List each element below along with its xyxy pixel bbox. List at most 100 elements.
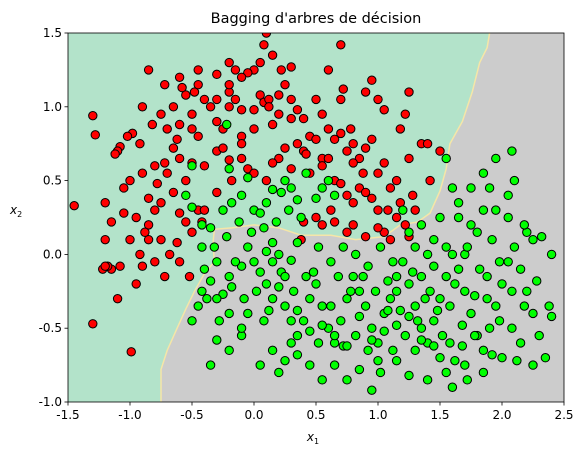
class-1-point [491, 153, 501, 164]
class-1-point [288, 286, 299, 296]
class-0-point [385, 183, 396, 193]
class-1-point [292, 305, 303, 316]
class-0-point [385, 234, 396, 245]
class-1-point [435, 212, 445, 223]
class-1-point [422, 375, 433, 385]
x-tick-label: 2.0 [492, 408, 511, 422]
x-tick-label: -1.5 [56, 408, 79, 422]
class-0-point [395, 124, 406, 134]
class-1-point [503, 257, 513, 267]
class-1-point [271, 217, 282, 227]
class-1-point [329, 360, 340, 370]
class-0-point [193, 65, 203, 75]
class-0-point [212, 116, 222, 127]
class-0-point [156, 109, 166, 119]
class-1-point [416, 271, 427, 282]
class-1-point [507, 146, 517, 156]
class-0-point [249, 105, 259, 115]
class-0-point [373, 94, 383, 105]
class-1-point [453, 264, 464, 274]
class-1-point [412, 316, 423, 326]
class-0-point [373, 168, 383, 178]
class-0-point [404, 153, 414, 164]
class-1-point [329, 330, 340, 341]
class-0-point [100, 261, 110, 271]
class-1-point [503, 212, 513, 223]
class-1-point [435, 293, 445, 304]
class-1-point [350, 330, 361, 341]
class-1-point [292, 195, 303, 205]
class-0-point [348, 198, 358, 208]
class-1-point [441, 271, 451, 282]
class-1-point [367, 323, 377, 333]
class-1-point [391, 286, 402, 296]
class-0-point [100, 198, 110, 208]
class-1-point [239, 293, 249, 304]
class-0-point [212, 187, 222, 198]
class-1-point [408, 267, 418, 277]
class-1-point [460, 360, 470, 370]
class-1-point [494, 316, 505, 326]
class-0-point [360, 87, 371, 97]
x-axis-label: x1 [306, 430, 319, 446]
class-1-point [363, 261, 373, 271]
class-1-point [385, 293, 396, 304]
class-0-point [360, 187, 371, 198]
class-1-point [462, 242, 472, 252]
class-1-point [416, 323, 427, 333]
class-0-point [329, 134, 340, 144]
class-0-point [435, 146, 445, 156]
class-1-point [478, 345, 489, 356]
class-1-point [447, 183, 458, 193]
class-0-point [311, 134, 321, 144]
class-1-point [404, 227, 414, 237]
class-1-point [267, 237, 278, 248]
class-1-point [187, 316, 197, 326]
class-1-point [410, 242, 420, 252]
decision-boundary-line [160, 33, 491, 402]
class-0-point [298, 113, 309, 124]
class-0-point [236, 105, 247, 115]
class-1-point [276, 187, 286, 198]
class-1-point [212, 335, 222, 345]
class-0-point [199, 205, 210, 215]
class-1-point [512, 355, 522, 366]
class-1-point [226, 282, 237, 292]
class-0-point [342, 190, 352, 201]
class-1-point [326, 257, 336, 267]
class-1-point [218, 289, 228, 299]
class-1-point [519, 220, 530, 230]
class-1-point [447, 382, 458, 392]
x-tick-label: 0.0 [244, 408, 263, 422]
class-1-point [395, 305, 406, 316]
class-0-point [346, 124, 356, 134]
class-1-point [360, 301, 371, 311]
class-1-point [435, 353, 445, 363]
class-1-point [470, 291, 480, 301]
class-1-point [317, 183, 327, 193]
class-1-point [317, 375, 327, 385]
class-0-point [199, 161, 210, 171]
class-1-point [338, 242, 348, 252]
class-1-point [261, 279, 272, 289]
decision-region-class0 [68, 33, 490, 402]
class-1-point [305, 293, 315, 304]
class-1-point [358, 271, 368, 282]
class-1-point [336, 316, 346, 326]
class-0-point [317, 220, 327, 230]
class-1-point [301, 271, 311, 282]
class-1-point [410, 345, 420, 356]
class-1-point [243, 172, 253, 183]
class-0-point [122, 131, 133, 142]
class-1-point [441, 153, 451, 164]
class-1-point [536, 231, 547, 242]
class-0-point [140, 227, 150, 237]
class-0-point [230, 65, 241, 75]
class-1-point [528, 234, 538, 245]
class-1-point [404, 370, 414, 381]
class-1-point [432, 305, 443, 316]
class-1-point [383, 276, 393, 286]
class-0-point [90, 130, 100, 140]
class-1-point [425, 286, 435, 296]
